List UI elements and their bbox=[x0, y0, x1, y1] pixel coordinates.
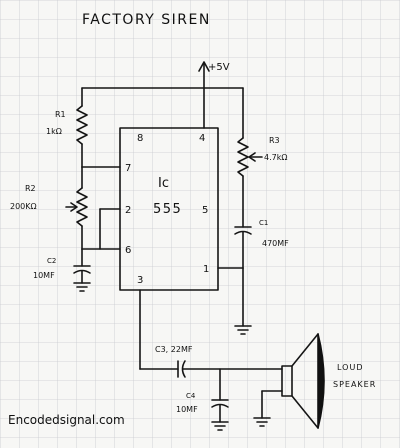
ic-label: Ic bbox=[158, 176, 169, 191]
pin-5-label: 5 bbox=[202, 205, 208, 216]
r1-value: 1kΩ bbox=[46, 127, 62, 136]
r3-wiper-arrow bbox=[248, 152, 263, 162]
pin-2-label: 2 bbox=[125, 205, 131, 216]
r3-name: R3 bbox=[269, 136, 280, 145]
pin-4-label: 4 bbox=[199, 133, 205, 144]
speaker-ground bbox=[253, 417, 271, 427]
c1-name: C1 bbox=[259, 219, 268, 227]
c2-ground bbox=[73, 282, 91, 292]
r2-potentiometer bbox=[76, 187, 88, 227]
supply-label: +5V bbox=[208, 62, 230, 73]
c4-value: 10MF bbox=[176, 405, 198, 414]
c1-value: 470MF bbox=[262, 239, 289, 248]
c4-ground bbox=[211, 421, 229, 431]
pin-3-label: 3 bbox=[137, 275, 143, 286]
r3-potentiometer bbox=[237, 137, 249, 177]
pin-6-label: 6 bbox=[125, 245, 131, 256]
r2-name: R2 bbox=[25, 184, 36, 193]
c4-name: C4 bbox=[186, 392, 196, 400]
pin-1-label: 1 bbox=[203, 264, 209, 275]
pin-8-label: 8 bbox=[137, 133, 143, 144]
r3-value: 4.7kΩ bbox=[264, 153, 287, 162]
c3-label: C3, 22MF bbox=[155, 345, 193, 354]
diagram-title: FACTORY SIREN bbox=[82, 12, 211, 28]
pin-7-label: 7 bbox=[125, 163, 131, 174]
speaker-label-line1: LOUD bbox=[337, 363, 363, 372]
c2-value: 10MF bbox=[33, 271, 55, 280]
speaker-label-line2: SPEAKER bbox=[333, 380, 376, 389]
r1-resistor bbox=[76, 105, 88, 145]
loud-speaker bbox=[281, 333, 325, 429]
c2-name: C2 bbox=[47, 257, 56, 265]
r2-value: 200KΩ bbox=[10, 202, 37, 211]
r2-wiper-arrow bbox=[65, 202, 78, 212]
supply-rail bbox=[81, 87, 244, 139]
site-watermark: Encodedsignal.com bbox=[8, 413, 125, 427]
supply-arrow bbox=[198, 61, 210, 89]
c1-ground bbox=[234, 325, 252, 335]
r1-name: R1 bbox=[55, 110, 66, 119]
ic-part-number: 555 bbox=[153, 202, 182, 217]
